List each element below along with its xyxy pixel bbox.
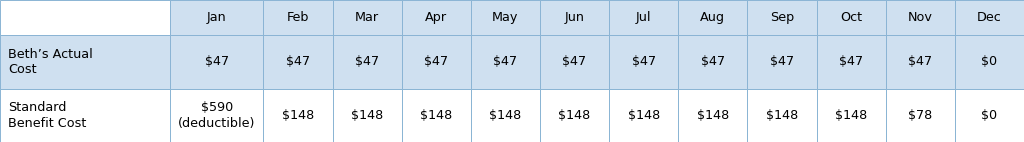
Bar: [540, 35, 609, 89]
Bar: [0, 89, 170, 142]
Text: Apr: Apr: [425, 11, 447, 24]
Text: $148: $148: [489, 109, 521, 122]
Text: Jul: Jul: [636, 11, 651, 24]
Bar: [333, 35, 401, 89]
Bar: [748, 0, 816, 35]
Text: $47: $47: [355, 55, 379, 68]
Text: $47: $47: [562, 55, 587, 68]
Bar: [816, 35, 886, 89]
Bar: [886, 89, 954, 142]
Text: $148: $148: [766, 109, 798, 122]
Bar: [333, 0, 401, 35]
Bar: [816, 89, 886, 142]
Text: $47: $47: [632, 55, 655, 68]
Bar: [401, 35, 471, 89]
Text: Jun: Jun: [564, 11, 585, 24]
Text: Standard
Benefit Cost: Standard Benefit Cost: [8, 101, 87, 130]
Bar: [954, 89, 1024, 142]
Bar: [333, 89, 401, 142]
Bar: [471, 89, 540, 142]
Bar: [170, 0, 263, 35]
Text: $47: $47: [908, 55, 932, 68]
Text: $148: $148: [558, 109, 591, 122]
Bar: [678, 35, 748, 89]
Text: Nov: Nov: [908, 11, 933, 24]
Bar: [540, 0, 609, 35]
Text: $47: $47: [286, 55, 310, 68]
Bar: [748, 35, 816, 89]
Text: Mar: Mar: [355, 11, 379, 24]
Text: $47: $47: [770, 55, 794, 68]
Bar: [886, 0, 954, 35]
Bar: [263, 0, 333, 35]
Bar: [886, 35, 954, 89]
Bar: [0, 0, 170, 35]
Text: May: May: [493, 11, 518, 24]
Text: Beth’s Actual
Cost: Beth’s Actual Cost: [8, 48, 93, 76]
Text: $148: $148: [282, 109, 314, 122]
Bar: [954, 35, 1024, 89]
Text: $0: $0: [981, 109, 997, 122]
Text: $148: $148: [420, 109, 453, 122]
Bar: [263, 89, 333, 142]
Bar: [678, 0, 748, 35]
Bar: [0, 35, 170, 89]
Text: Sep: Sep: [770, 11, 795, 24]
Bar: [263, 35, 333, 89]
Bar: [401, 89, 471, 142]
Bar: [609, 0, 678, 35]
Text: $0: $0: [981, 55, 997, 68]
Bar: [609, 35, 678, 89]
Bar: [471, 0, 540, 35]
Text: $78: $78: [908, 109, 933, 122]
Text: $148: $148: [628, 109, 659, 122]
Text: Dec: Dec: [977, 11, 1001, 24]
Bar: [609, 89, 678, 142]
Text: $47: $47: [205, 55, 228, 68]
Bar: [170, 89, 263, 142]
Bar: [816, 0, 886, 35]
Text: $590
(deductible): $590 (deductible): [178, 101, 255, 130]
Bar: [471, 35, 540, 89]
Text: $148: $148: [351, 109, 383, 122]
Text: $47: $47: [494, 55, 517, 68]
Bar: [748, 89, 816, 142]
Text: $47: $47: [424, 55, 449, 68]
Bar: [678, 89, 748, 142]
Bar: [954, 0, 1024, 35]
Text: Feb: Feb: [287, 11, 309, 24]
Text: $47: $47: [700, 55, 725, 68]
Bar: [540, 89, 609, 142]
Text: $148: $148: [696, 109, 729, 122]
Text: $47: $47: [839, 55, 863, 68]
Bar: [170, 35, 263, 89]
Text: $148: $148: [835, 109, 867, 122]
Text: Aug: Aug: [700, 11, 725, 24]
Text: Jan: Jan: [207, 11, 226, 24]
Bar: [401, 0, 471, 35]
Text: Oct: Oct: [840, 11, 862, 24]
